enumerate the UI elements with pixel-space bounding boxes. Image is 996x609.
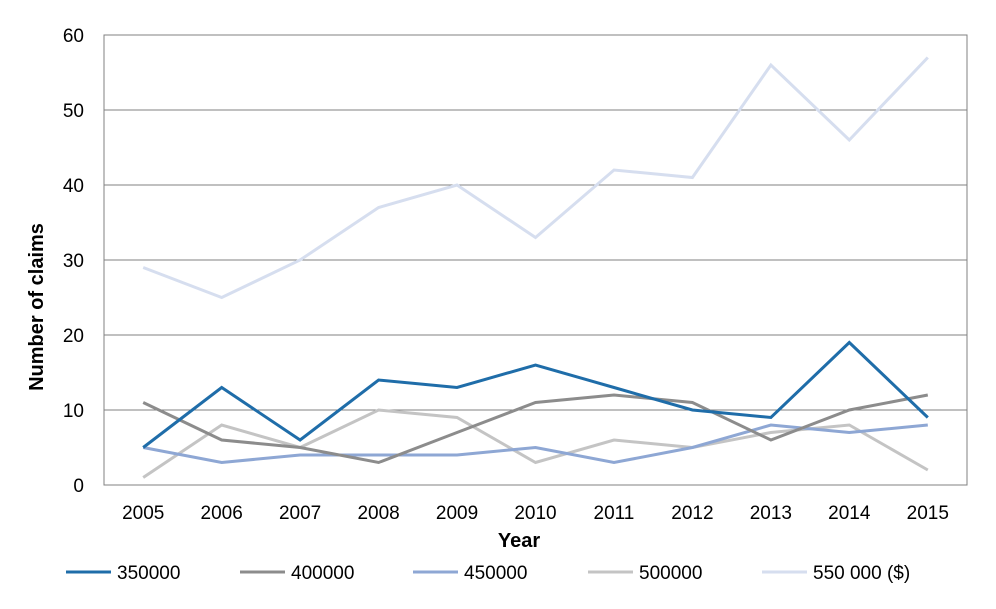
x-tick-label: 2014 <box>828 503 871 524</box>
y-tick-label: 30 <box>63 251 84 272</box>
legend-item: 350000 <box>66 563 180 584</box>
legend-label: 400000 <box>291 563 354 584</box>
x-tick-label: 2006 <box>201 503 243 524</box>
y-tick-label: 40 <box>63 176 84 197</box>
y-axis-ticks: 0 10 20 30 40 50 60 <box>63 26 84 497</box>
y-tick-label: 50 <box>63 101 84 122</box>
x-tick-label: 2011 <box>594 503 635 524</box>
x-tick-label: 2008 <box>357 503 399 524</box>
series-line-400000 <box>142 393 929 465</box>
x-tick-label: 2009 <box>436 503 478 524</box>
series-lines <box>142 56 929 479</box>
y-tick-label: 10 <box>63 401 84 422</box>
y-tick-label: 0 <box>73 476 84 497</box>
series-line-550000 <box>142 56 929 300</box>
legend-label: 500000 <box>639 563 702 584</box>
legend-item: 550 000 ($) <box>762 563 910 584</box>
legend-item: 400000 <box>240 563 354 584</box>
x-axis-title: Year <box>498 530 540 552</box>
series-line-350000 <box>142 340 929 449</box>
series-line-450000 <box>142 423 928 465</box>
gridlines <box>104 109 967 411</box>
y-tick-label: 60 <box>63 26 84 47</box>
legend-label: 550 000 ($) <box>813 563 910 584</box>
legend-item: 500000 <box>588 563 702 584</box>
x-tick-label: 2012 <box>671 503 713 524</box>
x-tick-label: 2013 <box>750 503 792 524</box>
legend-label: 450000 <box>464 563 527 584</box>
plot-area <box>103 34 968 486</box>
y-tick-label: 20 <box>63 326 84 347</box>
x-axis-ticks: 2005 2006 2007 2008 2009 2010 2011 2012 2013 2014… <box>122 503 949 524</box>
legend-item: 450000 <box>413 563 527 584</box>
y-axis-title: Number of claims <box>26 223 48 391</box>
x-tick-label: 2007 <box>279 503 321 524</box>
x-tick-label: 2005 <box>122 503 164 524</box>
legend-label: 350000 <box>117 563 180 584</box>
x-tick-label: 2010 <box>514 503 556 524</box>
x-tick-label: 2015 <box>907 503 949 524</box>
legend: 350000 400000 450000 500000 550 000 ($) <box>66 563 910 584</box>
